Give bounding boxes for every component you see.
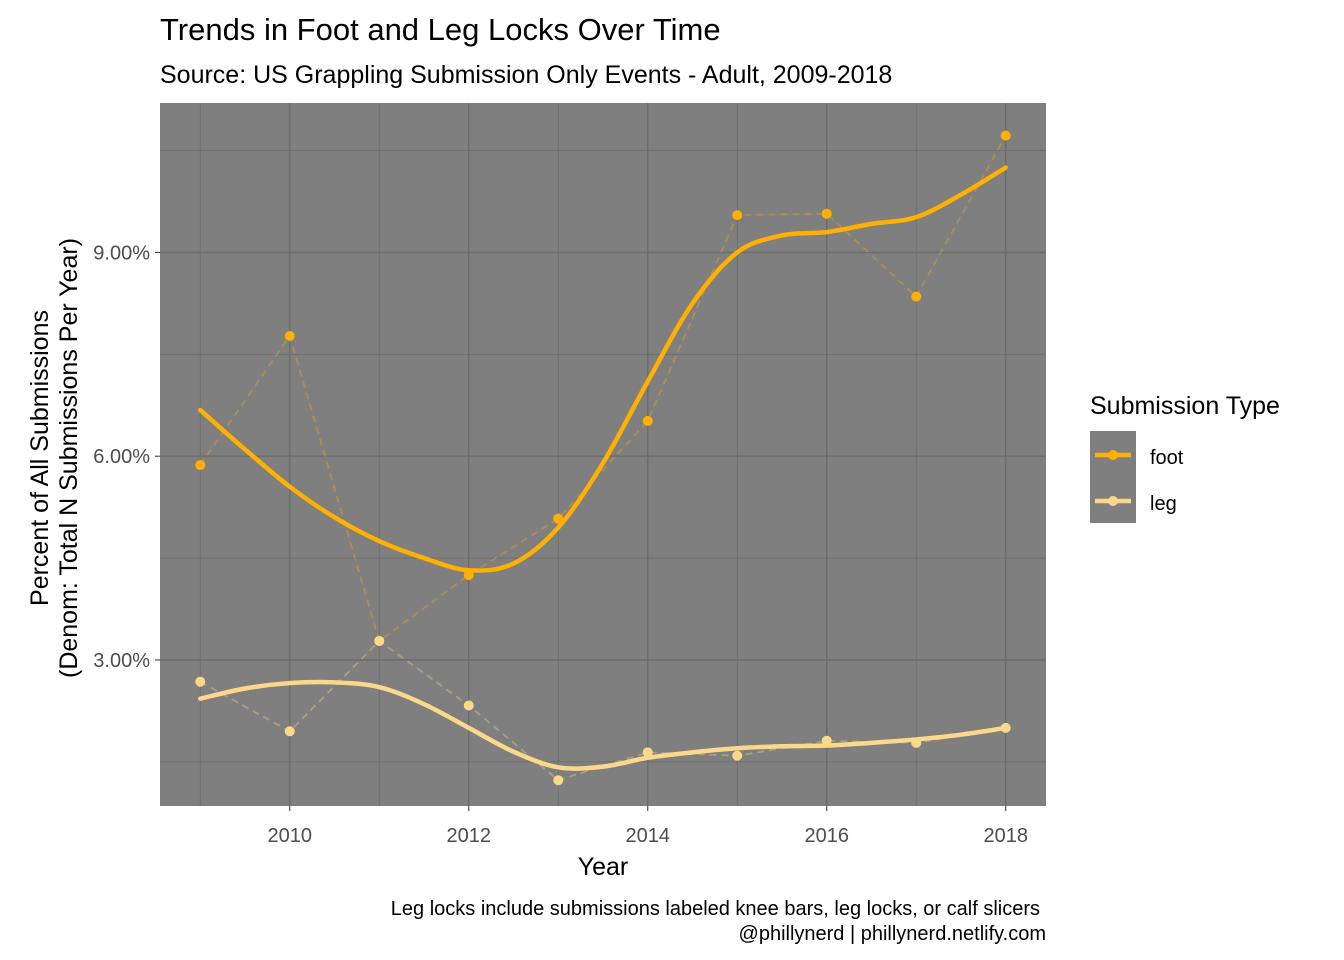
smooth-line-leg [198, 679, 1008, 771]
point-leg [284, 726, 295, 737]
point-leg [553, 775, 564, 786]
point-leg [463, 700, 474, 711]
plot-panel [160, 103, 1046, 806]
point-leg [195, 676, 206, 687]
legend-label-foot: foot [1150, 447, 1184, 469]
legend: Submission Type foot leg [1090, 392, 1280, 523]
point-foot [1000, 130, 1011, 141]
chart-title: Trends in Foot and Leg Locks Over Time [160, 12, 721, 47]
point-leg [374, 635, 385, 646]
legend-key-point-foot [1108, 450, 1118, 460]
point-foot [732, 210, 743, 221]
caption-credit: @phillynerd | phillynerd.netlify.com [739, 923, 1046, 945]
point-foot [642, 415, 653, 426]
caption-note: Leg locks include submissions labeled kn… [391, 898, 1040, 920]
raw-line-foot [199, 135, 1007, 643]
major-gridlines [160, 103, 1046, 806]
y-tick-label: 6.00% [93, 446, 150, 468]
point-foot [195, 460, 206, 471]
x-tick-label: 2010 [268, 825, 313, 847]
legend-key-background [1090, 431, 1136, 523]
x-axis-title: Year [578, 853, 629, 881]
y-tick-label: 3.00% [93, 650, 150, 672]
y-axis-ticks: 3.00% 6.00% 9.00% [93, 242, 160, 672]
legend-key-point-leg [1108, 496, 1118, 506]
x-tick-label: 2016 [804, 825, 849, 847]
minor-gridlines [160, 103, 1046, 806]
point-leg [732, 750, 743, 761]
raw-data-lines [199, 135, 1007, 782]
legend-label-leg: leg [1150, 493, 1177, 515]
legend-keys [1095, 450, 1131, 506]
legend-title: Submission Type [1090, 392, 1280, 420]
x-tick-label: 2012 [447, 825, 492, 847]
point-leg [642, 747, 653, 758]
smoothed-trend-lines [198, 165, 1008, 771]
point-foot [911, 291, 922, 302]
point-foot [284, 330, 295, 341]
chart-subtitle: Source: US Grappling Submission Only Eve… [160, 61, 892, 89]
smooth-line-foot [198, 165, 1008, 573]
x-tick-label: 2018 [983, 825, 1028, 847]
point-foot [821, 208, 832, 219]
x-tick-label: 2014 [625, 825, 670, 847]
y-tick-label: 9.00% [93, 242, 150, 264]
y-axis-title: Percent of All Submissions (Denom: Total… [26, 238, 83, 678]
x-axis-ticks: 2010 2012 2014 2016 2018 [268, 806, 1028, 847]
y-axis-title-line1: Percent of All Submissions [26, 310, 54, 606]
y-axis-title-line2: (Denom: Total N Submissions Per Year) [55, 238, 83, 678]
